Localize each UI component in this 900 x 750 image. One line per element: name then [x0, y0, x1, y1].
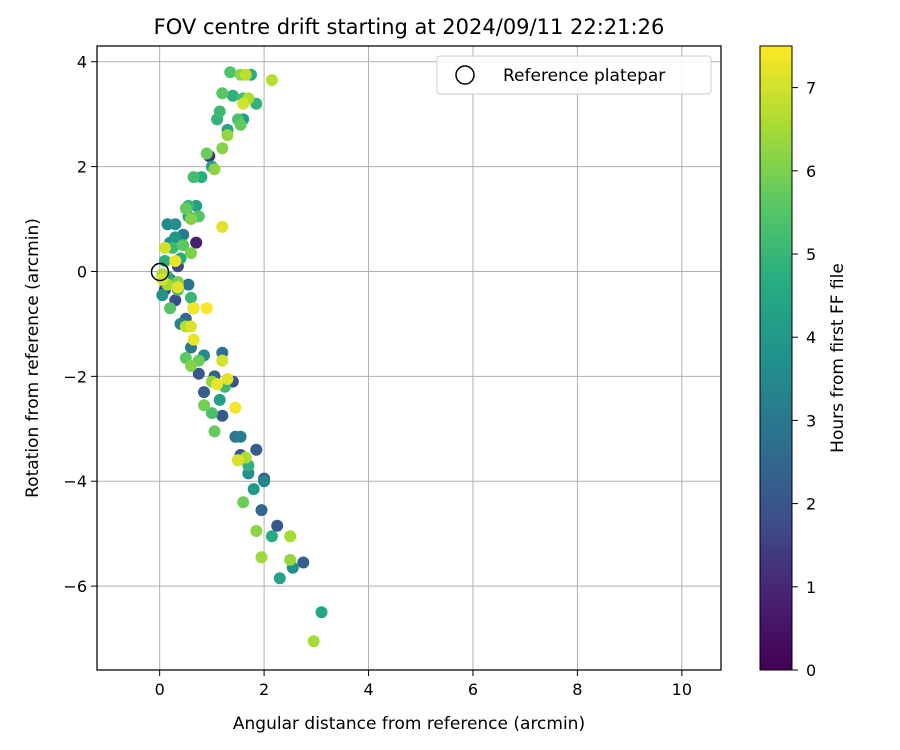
colorbar-ticks: 0 1 2 3 4 5 6 7: [792, 79, 816, 680]
data-point: [297, 556, 310, 569]
data-point: [216, 354, 229, 367]
legend-box: [436, 55, 712, 95]
data-point: [232, 454, 244, 467]
x-tick-label: 2: [259, 680, 269, 699]
scatter-points: [156, 66, 328, 648]
data-point: [216, 220, 229, 233]
data-point: [284, 553, 297, 566]
colorbar-label: Hours from first FF file: [828, 263, 848, 453]
data-point: [234, 430, 247, 443]
data-point: [315, 606, 328, 619]
data-point: [250, 525, 263, 537]
y-tick-label: −4: [63, 472, 87, 491]
data-point: [255, 504, 268, 517]
data-point: [255, 551, 268, 564]
data-point: [265, 530, 278, 543]
data-point: [179, 202, 192, 215]
y-tick-label: 0: [77, 262, 87, 281]
data-point: [273, 572, 286, 585]
data-point: [177, 239, 190, 252]
data-point: [185, 291, 197, 304]
data-point: [213, 105, 226, 118]
colorbar-tick-label: 7: [806, 79, 816, 98]
x-tick-label: 4: [363, 680, 373, 699]
colorbar-tick-label: 4: [806, 328, 816, 347]
data-point: [198, 399, 210, 412]
data-point: [237, 97, 250, 110]
data-point: [187, 333, 200, 346]
data-point: [169, 218, 182, 231]
data-point: [164, 302, 177, 315]
data-point: [190, 236, 203, 249]
data-point: [265, 74, 278, 87]
x-tick-label: 10: [672, 680, 692, 699]
data-point: [158, 241, 171, 254]
data-point: [185, 213, 197, 225]
data-point: [208, 163, 221, 176]
data-point: [216, 409, 229, 422]
data-point: [271, 519, 284, 532]
y-axis-label: Rotation from reference (arcmin): [23, 218, 43, 498]
data-point: [216, 142, 229, 155]
x-axis-label: Angular distance from reference (arcmin): [233, 714, 585, 734]
data-point: [213, 393, 226, 406]
chart-title: FOV centre drift starting at 2024/09/11 …: [154, 15, 665, 39]
x-tick-label: 0: [155, 680, 165, 699]
data-point: [208, 425, 221, 438]
data-point: [229, 401, 242, 414]
data-point: [192, 367, 205, 380]
data-point: [185, 247, 197, 260]
y-tick-label: 2: [77, 158, 87, 177]
plot-frame: [96, 45, 722, 671]
colorbar-tick-label: 0: [806, 661, 816, 680]
x-tick-label: 8: [572, 680, 582, 699]
data-point: [226, 89, 239, 102]
colorbar-tick-label: 6: [806, 162, 816, 181]
data-point: [182, 278, 195, 291]
colorbar-tick-label: 2: [806, 495, 816, 514]
data-point: [221, 373, 234, 385]
data-point: [185, 320, 197, 333]
data-point: [258, 475, 271, 488]
data-point: [200, 147, 213, 160]
data-point: [216, 87, 229, 100]
data-point: [224, 66, 237, 79]
data-point: [307, 635, 320, 648]
data-point: [200, 302, 213, 315]
x-axis-ticks: 0 2 4 6 8 10: [155, 670, 692, 699]
legend-label: Reference platepar: [503, 66, 665, 86]
y-tick-label: −2: [63, 367, 87, 386]
x-tick-label: 6: [468, 680, 478, 699]
colorbar-tick-label: 5: [806, 245, 816, 264]
colorbar: [759, 45, 793, 671]
data-point: [169, 255, 182, 267]
legend: Reference platepar: [436, 55, 712, 95]
y-tick-label: 4: [77, 53, 87, 72]
grid: [97, 46, 721, 670]
data-point: [198, 386, 210, 399]
data-point: [247, 483, 260, 496]
colorbar-tick-label: 3: [806, 411, 816, 430]
data-point: [187, 171, 200, 184]
data-point: [171, 281, 184, 294]
data-point: [185, 359, 197, 372]
data-point: [250, 443, 263, 456]
data-point: [169, 231, 182, 244]
reference-point: [150, 262, 170, 282]
data-point: [205, 407, 218, 420]
data-point: [211, 378, 224, 391]
y-axis-ticks: −6 −4 −2 0 2 4: [63, 53, 97, 596]
data-point: [156, 289, 169, 302]
data-point: [239, 68, 252, 81]
data-point: [156, 273, 169, 286]
data-point: [237, 496, 250, 509]
y-tick-label: −6: [63, 577, 87, 596]
data-point: [187, 302, 200, 315]
legend-marker: [455, 65, 475, 85]
data-point: [234, 118, 247, 131]
data-point: [221, 129, 234, 142]
colorbar-tick-label: 1: [806, 578, 816, 597]
data-point: [284, 530, 297, 543]
